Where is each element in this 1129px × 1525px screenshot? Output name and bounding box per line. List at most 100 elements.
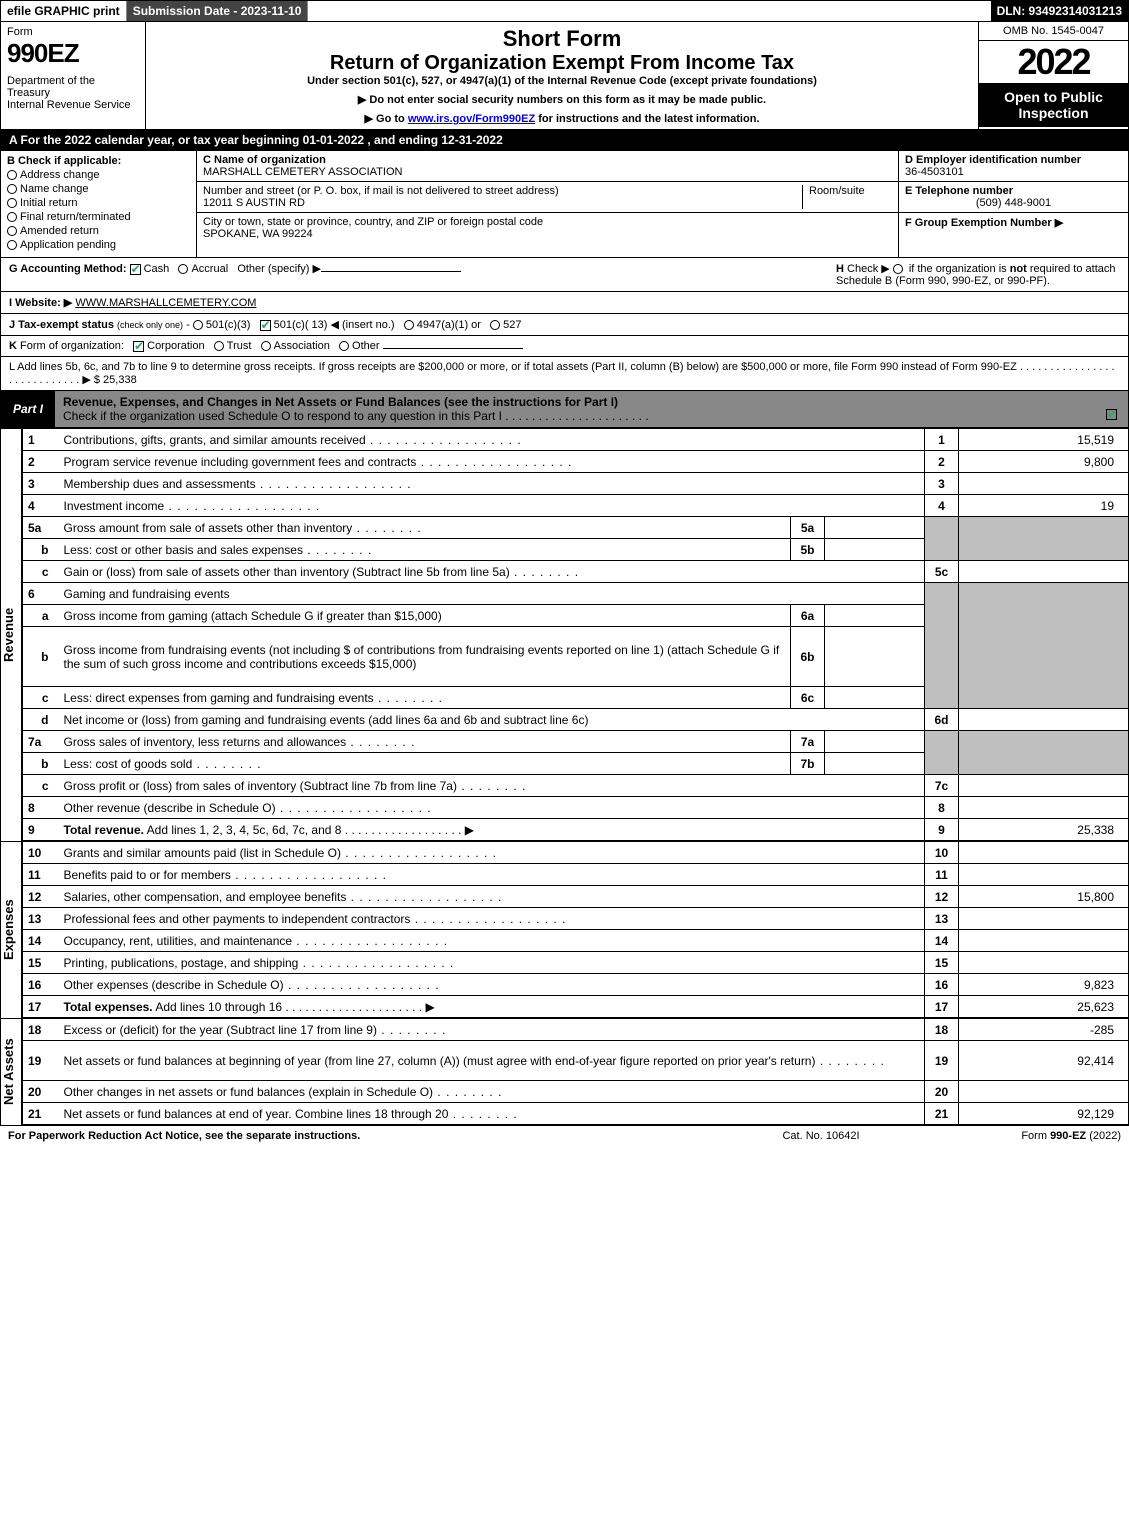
bullet-1: ▶ Do not enter social security numbers o… (152, 93, 972, 106)
line-6d-desc: Net income or (loss) from gaming and fun… (59, 709, 925, 731)
check-4947[interactable] (404, 320, 414, 330)
expenses-section: Expenses 10Grants and similar amounts pa… (0, 841, 1129, 1018)
footer-right: Form 990-EZ (2022) (921, 1130, 1121, 1142)
sections-g-l: H Check ▶ if the organization is not req… (0, 258, 1129, 391)
check-corp[interactable] (133, 341, 144, 352)
line-18-desc: Excess or (deficit) for the year (Subtra… (59, 1019, 925, 1041)
check-schedule-o[interactable] (1106, 409, 1117, 420)
netassets-vlabel: Net Assets (0, 1018, 22, 1125)
line-6b-desc: Gross income from fundraising events (no… (59, 627, 791, 687)
dept-label: Department of the Treasury Internal Reve… (7, 75, 139, 111)
line-5b-input[interactable] (825, 539, 925, 561)
other-specify-input[interactable] (321, 271, 461, 272)
footer-mid: Cat. No. 10642I (721, 1130, 921, 1142)
line-2-desc: Program service revenue including govern… (59, 451, 925, 473)
line-19-desc: Net assets or fund balances at beginning… (59, 1041, 925, 1081)
top-bar: efile GRAPHIC print Submission Date - 20… (0, 0, 1129, 22)
netassets-table: 18Excess or (deficit) for the year (Subt… (22, 1018, 1129, 1125)
line-18-amt: -285 (959, 1019, 1129, 1041)
section-i: I Website: ▶ WWW.MARSHALLCEMETERY.COM (0, 292, 1129, 314)
form-word: Form (7, 26, 139, 38)
omb-number: OMB No. 1545-0047 (979, 22, 1128, 41)
line-4-amt: 19 (959, 495, 1129, 517)
city-label: City or town, state or province, country… (203, 216, 543, 228)
efile-label[interactable]: efile GRAPHIC print (1, 1, 127, 21)
section-j: J Tax-exempt status (check only one) - 5… (0, 314, 1129, 336)
part1-tab: Part I (1, 398, 55, 420)
check-assoc[interactable] (261, 341, 271, 351)
line-6a-desc: Gross income from gaming (attach Schedul… (59, 605, 791, 627)
section-k: K Form of organization: Corporation Trus… (0, 336, 1129, 357)
line-13-desc: Professional fees and other payments to … (59, 908, 925, 930)
check-address-change[interactable] (7, 170, 17, 180)
check-initial-return[interactable] (7, 198, 17, 208)
check-trust[interactable] (214, 341, 224, 351)
group-exemption-label: F Group Exemption Number ▶ (905, 217, 1063, 229)
line-12-amt: 15,800 (959, 886, 1129, 908)
line-7a-input[interactable] (825, 731, 925, 753)
part1-title: Revenue, Expenses, and Changes in Net As… (55, 391, 1128, 427)
line-21-amt: 92,129 (959, 1103, 1129, 1125)
irs-link[interactable]: www.irs.gov/Form990EZ (408, 113, 535, 125)
check-501c[interactable] (260, 320, 271, 331)
subtitle: Return of Organization Exempt From Incom… (152, 52, 972, 75)
line-8-desc: Other revenue (describe in Schedule O) (59, 797, 925, 819)
revenue-vlabel: Revenue (0, 428, 22, 841)
section-h: H Check ▶ if the organization is not req… (820, 262, 1120, 287)
ein-label: D Employer identification number (905, 154, 1081, 166)
line-9-amt: 25,338 (959, 819, 1129, 841)
section-c: C Name of organization MARSHALL CEMETERY… (197, 151, 898, 257)
check-final-return[interactable] (7, 212, 17, 222)
room-label: Room/suite (809, 185, 865, 197)
form-header: Form 990EZ Department of the Treasury In… (0, 22, 1129, 130)
website-value[interactable]: WWW.MARSHALLCEMETERY.COM (75, 297, 256, 309)
g-label: G Accounting Method: (9, 263, 127, 275)
line-3-amt (959, 473, 1129, 495)
check-cash[interactable] (130, 264, 141, 275)
line-5b-desc: Less: cost or other basis and sales expe… (59, 539, 791, 561)
line-1-amt: 15,519 (959, 429, 1129, 451)
org-address: 12011 S AUSTIN RD (203, 197, 305, 209)
dln-label: DLN: 93492314031213 (991, 1, 1128, 21)
line-7a-desc: Gross sales of inventory, less returns a… (59, 731, 791, 753)
check-pending[interactable] (7, 240, 17, 250)
revenue-table: 1Contributions, gifts, grants, and simil… (22, 428, 1129, 841)
line-5a-desc: Gross amount from sale of assets other t… (59, 517, 791, 539)
line-7b-desc: Less: cost of goods sold (59, 753, 791, 775)
line-6c-desc: Less: direct expenses from gaming and fu… (59, 687, 791, 709)
check-name-change[interactable] (7, 184, 17, 194)
line-6b-input[interactable] (825, 627, 925, 687)
check-527[interactable] (490, 320, 500, 330)
check-other-org[interactable] (339, 341, 349, 351)
line-6a-input[interactable] (825, 605, 925, 627)
gross-receipts: 25,338 (103, 374, 137, 386)
check-amended[interactable] (7, 226, 17, 236)
submission-date: Submission Date - 2023-11-10 (127, 1, 309, 21)
form-code: 990EZ (7, 38, 139, 69)
line-5c-desc: Gain or (loss) from sale of assets other… (59, 561, 925, 583)
section-a: A For the 2022 calendar year, or tax yea… (0, 130, 1129, 151)
check-accrual[interactable] (178, 264, 188, 274)
header-right: OMB No. 1545-0047 2022 Open to Public In… (978, 22, 1128, 129)
line-6c-input[interactable] (825, 687, 925, 709)
header-left: Form 990EZ Department of the Treasury In… (1, 22, 146, 129)
line-4-desc: Investment income (59, 495, 925, 517)
short-form-title: Short Form (152, 26, 972, 52)
part1-header: Part I Revenue, Expenses, and Changes in… (0, 391, 1129, 428)
line-7b-input[interactable] (825, 753, 925, 775)
check-501c3[interactable] (193, 320, 203, 330)
line-19-amt: 92,414 (959, 1041, 1129, 1081)
line-16-desc: Other expenses (describe in Schedule O) (59, 974, 925, 996)
check-h[interactable] (893, 264, 903, 274)
revenue-section: Revenue 1Contributions, gifts, grants, a… (0, 428, 1129, 841)
line-16-amt: 9,823 (959, 974, 1129, 996)
section-def: D Employer identification number 36-4503… (898, 151, 1128, 257)
tax-year: 2022 (979, 41, 1128, 83)
open-to-public: Open to Public Inspection (979, 83, 1128, 127)
line-5a-input[interactable] (825, 517, 925, 539)
netassets-section: Net Assets 18Excess or (deficit) for the… (0, 1018, 1129, 1125)
bullet-2: ▶ Go to www.irs.gov/Form990EZ for instru… (152, 112, 972, 125)
header-mid: Short Form Return of Organization Exempt… (146, 22, 978, 129)
page-footer: For Paperwork Reduction Act Notice, see … (0, 1125, 1129, 1146)
org-city: SPOKANE, WA 99224 (203, 228, 313, 240)
